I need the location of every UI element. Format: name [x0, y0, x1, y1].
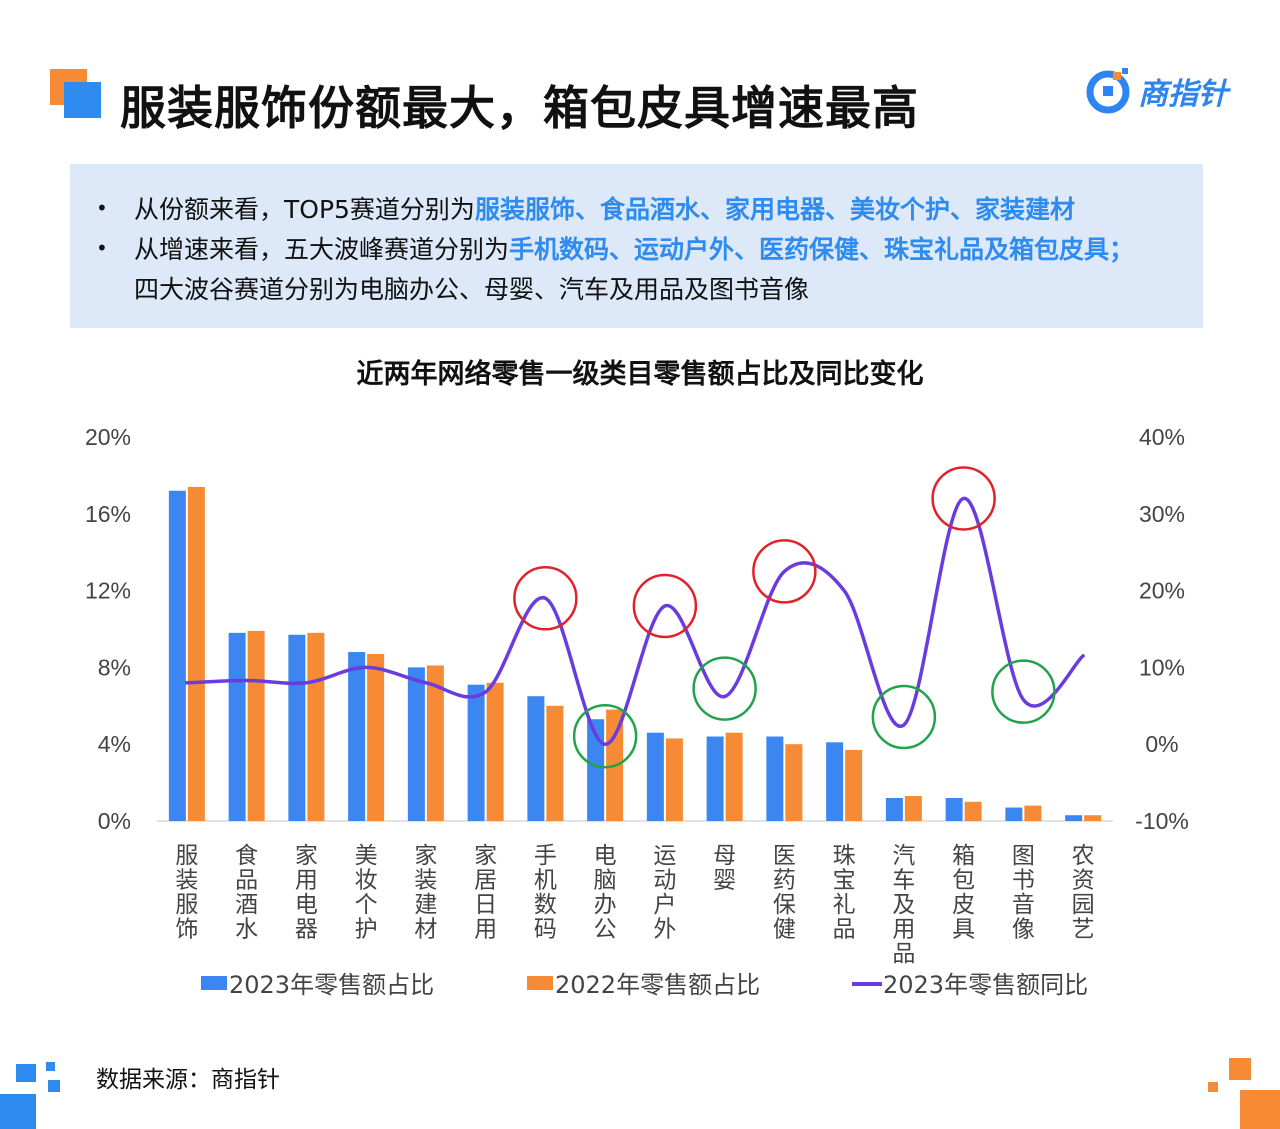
left-axis-tick-label: 0%: [98, 808, 131, 834]
footer-deco-orange-3: [1240, 1090, 1280, 1129]
bar-2023: [766, 736, 784, 821]
bar-2022: [904, 796, 922, 821]
bar-2022: [426, 665, 444, 821]
category-label: 家居日用: [474, 843, 497, 943]
legend-2023-share-swatch: [201, 976, 227, 990]
category-label: 母婴: [713, 843, 736, 894]
bar-2023: [228, 632, 246, 821]
category-label: 美妆个护: [355, 843, 378, 943]
summary-line-2-prefix: 从增速来看，五大波峰赛道分别为: [134, 235, 510, 264]
category-label: 食品酒水: [235, 843, 258, 943]
bar-2022: [247, 630, 265, 821]
bar-2023: [348, 652, 366, 821]
right-axis-tick-label: 0%: [1145, 731, 1178, 757]
bar-2022: [725, 732, 743, 821]
page-title: 服装服饰份额最大，箱包皮具增速最高: [120, 81, 919, 135]
brand-logo: 商指针: [1084, 66, 1228, 116]
bar-2023: [168, 490, 186, 821]
right-axis-tick-label: -10%: [1135, 808, 1189, 834]
trough-highlight-circle: [991, 659, 1056, 724]
logo-text: 商指针: [1138, 77, 1228, 112]
chart-title: 近两年网络零售一级类目零售额占比及同比变化: [356, 359, 924, 390]
category-label: 运动户外: [653, 843, 676, 943]
footer-deco-blue-3: [48, 1080, 60, 1092]
peak-highlight-circle: [931, 466, 996, 531]
bar-2022: [964, 801, 982, 821]
bar-2023: [1005, 807, 1023, 821]
footer-deco-blue-4: [0, 1094, 36, 1129]
bar-2023: [706, 736, 724, 821]
bar-2022: [486, 682, 504, 821]
bar-2023: [467, 684, 485, 821]
legend-2022-share-label: 2022年零售额占比: [555, 971, 760, 999]
yoy-growth-line: [185, 496, 1085, 746]
right-axis-tick-label: 20%: [1139, 578, 1185, 604]
category-label: 农资园艺: [1072, 843, 1095, 943]
left-axis-tick-label: 12%: [85, 578, 131, 604]
bar-2023: [646, 732, 664, 821]
summary-line-1: 从份额来看，TOP5赛道分别为服装服饰、食品酒水、家用电器、美妆个护、家装建材: [134, 190, 1075, 226]
category-label: 医药保健: [773, 843, 796, 943]
legend-2023-share-label: 2023年零售额占比: [229, 971, 434, 999]
bar-2022: [546, 705, 564, 821]
trough-highlight-circle: [871, 684, 937, 750]
category-label: 家装建材: [414, 843, 437, 943]
bar-2023: [1065, 815, 1083, 821]
peak-highlight-circle: [752, 539, 817, 604]
summary-line-3: 四大波谷赛道分别为电脑办公、母婴、汽车及用品及图书音像: [134, 275, 810, 304]
category-label: 家用电器: [295, 843, 318, 943]
summary-box: • 从份额来看，TOP5赛道分别为服装服饰、食品酒水、家用电器、美妆个护、家装建…: [70, 164, 1203, 328]
summary-line-1-prefix: 从份额来看，TOP5赛道分别为: [134, 195, 475, 224]
footer-deco-orange-1: [1229, 1058, 1251, 1080]
bar-2022: [665, 738, 683, 821]
bar-2022: [1084, 815, 1102, 821]
summary-line-2: 从增速来看，五大波峰赛道分别为手机数码、运动户外、医药保健、珠宝礼品及箱包皮具；: [134, 230, 1134, 266]
category-label: 图书音像: [1012, 843, 1035, 943]
category-label: 箱包皮具: [952, 843, 975, 943]
summary-line-1-highlight: 服装服饰、食品酒水、家用电器、美妆个护、家装建材: [474, 195, 1075, 224]
bar-2023: [288, 634, 306, 821]
category-label: 电脑办公: [594, 843, 617, 943]
bar-2023: [587, 719, 605, 821]
peak-highlight-circle: [513, 566, 578, 631]
right-axis-tick-label: 30%: [1139, 501, 1185, 527]
bar-2022: [187, 486, 205, 821]
data-source: 数据来源：商指针: [96, 1067, 280, 1093]
category-label: 手机数码: [534, 843, 557, 943]
trough-highlight-circle: [572, 703, 638, 769]
footer-deco-blue-1: [16, 1064, 36, 1082]
bullet-icon: •: [96, 196, 108, 220]
summary-line-2-highlight: 手机数码、运动户外、医药保健、珠宝礼品及箱包皮具；: [509, 235, 1135, 264]
category-label: 珠宝礼品: [833, 843, 856, 943]
category-label: 汽车及用品: [892, 843, 915, 967]
bar-2023: [407, 667, 425, 821]
bar-2023: [945, 797, 963, 821]
bar-2023: [826, 742, 844, 821]
category-label: 服装服饰: [175, 843, 198, 943]
logo-icon: [1086, 68, 1130, 114]
peak-highlight-circle: [632, 573, 698, 639]
legend-2023-yoy-label: 2023年零售额同比: [883, 971, 1088, 999]
bullet-icon: •: [96, 236, 108, 260]
right-axis-tick-label: 10%: [1139, 654, 1185, 680]
bar-2023: [527, 696, 545, 821]
bar-2022: [845, 749, 863, 821]
bar-2022: [307, 632, 325, 821]
bar-2022: [367, 653, 385, 821]
title-accent-blue-square: [64, 82, 101, 118]
left-axis-tick-label: 20%: [85, 424, 131, 450]
left-axis-tick-label: 8%: [98, 654, 131, 680]
left-axis-tick-label: 4%: [98, 731, 131, 757]
footer-deco-blue-2: [46, 1062, 55, 1071]
left-axis-tick-label: 16%: [85, 501, 131, 527]
bar-2022: [785, 744, 803, 821]
bar-2023: [885, 797, 903, 821]
right-axis-tick-label: 40%: [1139, 424, 1185, 450]
bar-2022: [1024, 805, 1042, 821]
footer-deco-orange-2: [1208, 1082, 1218, 1092]
trough-highlight-circle: [692, 656, 757, 721]
legend-2022-share-swatch: [527, 976, 553, 990]
